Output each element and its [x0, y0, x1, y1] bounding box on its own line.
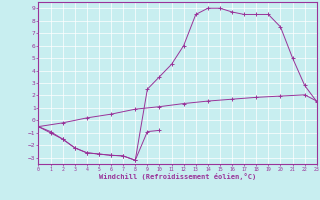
X-axis label: Windchill (Refroidissement éolien,°C): Windchill (Refroidissement éolien,°C) — [99, 173, 256, 180]
